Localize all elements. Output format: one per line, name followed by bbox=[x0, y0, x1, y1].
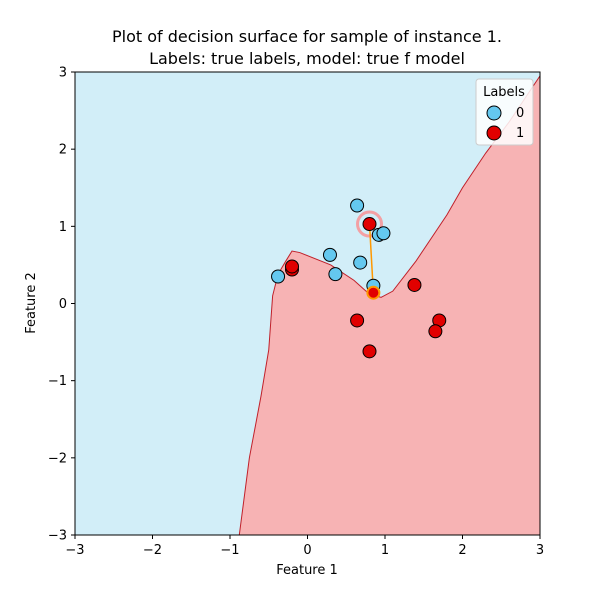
x-tick-label: 1 bbox=[381, 543, 389, 558]
counterfactual-point bbox=[366, 285, 381, 300]
y-axis-label: Feature 2 bbox=[24, 272, 39, 334]
legend-title: Labels bbox=[483, 85, 525, 100]
data-point-class-0 bbox=[353, 255, 368, 270]
x-tick-label: 2 bbox=[458, 543, 466, 558]
data-marks bbox=[271, 198, 447, 359]
data-point-class-1 bbox=[362, 217, 377, 232]
plot-area bbox=[75, 72, 540, 535]
x-tick-label: 0 bbox=[303, 543, 311, 558]
y-tick-label: 2 bbox=[59, 143, 67, 158]
data-point-class-0 bbox=[376, 226, 391, 241]
chart-title: Plot of decision surface for sample of i… bbox=[112, 27, 502, 46]
decision-region-1 bbox=[239, 75, 540, 535]
data-point-class-0 bbox=[350, 198, 365, 213]
x-axis-label: Feature 1 bbox=[276, 563, 338, 578]
x-tick-label: −3 bbox=[65, 543, 84, 558]
y-axis: −3 −2 −1 0 1 2 3 bbox=[48, 66, 75, 544]
legend-label-1: 1 bbox=[516, 126, 524, 141]
x-tick-label: −1 bbox=[220, 543, 239, 558]
x-tick-label: 3 bbox=[536, 543, 544, 558]
y-tick-label: −1 bbox=[48, 374, 67, 389]
data-point-class-1 bbox=[350, 313, 365, 328]
legend: Labels 0 1 bbox=[475, 78, 534, 146]
y-tick-label: −3 bbox=[48, 529, 67, 544]
legend-marker-1 bbox=[486, 125, 502, 141]
legend-label-0: 0 bbox=[516, 106, 524, 121]
x-axis: −3 −2 −1 0 1 2 3 bbox=[65, 535, 544, 558]
y-tick-label: 1 bbox=[59, 220, 67, 235]
data-point-class-1 bbox=[428, 324, 443, 339]
y-tick-label: 0 bbox=[59, 297, 67, 312]
chart-subtitle: Labels: true labels, model: true f model bbox=[149, 49, 465, 68]
data-point-class-0 bbox=[322, 247, 337, 262]
data-point-class-0 bbox=[328, 267, 343, 282]
data-point-class-0 bbox=[271, 269, 286, 284]
data-point-class-1 bbox=[407, 277, 422, 292]
legend-marker-0 bbox=[486, 105, 502, 121]
y-tick-label: 3 bbox=[59, 66, 67, 81]
data-point-class-1 bbox=[362, 344, 377, 359]
data-point-class-1 bbox=[285, 259, 299, 274]
y-tick-label: −2 bbox=[48, 451, 67, 466]
x-tick-label: −2 bbox=[143, 543, 162, 558]
decision-boundary-line bbox=[238, 75, 540, 535]
